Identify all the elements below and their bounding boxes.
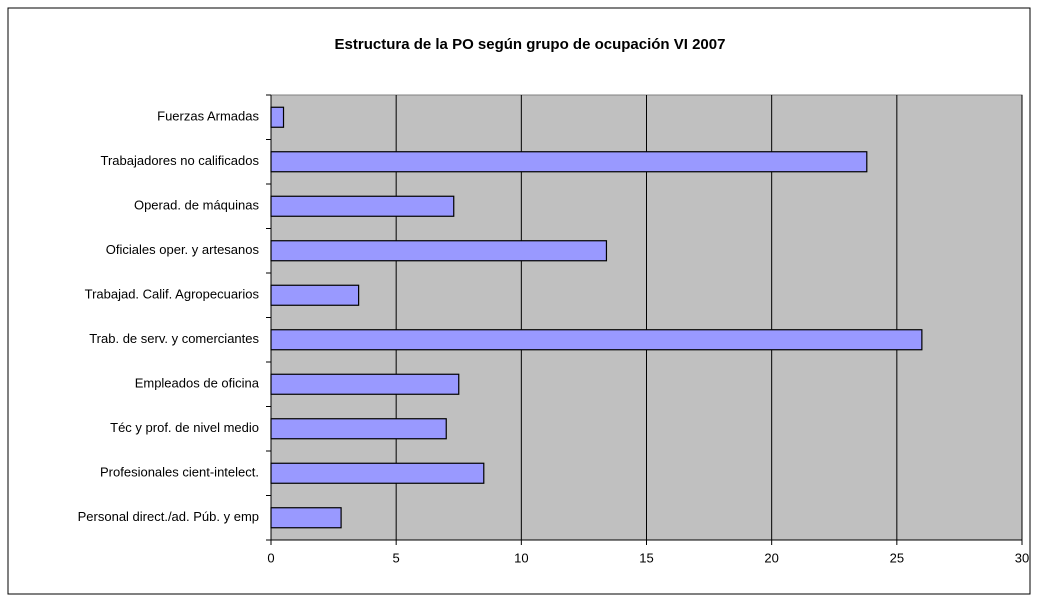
bar xyxy=(270,329,923,351)
bar xyxy=(270,106,285,128)
x-tick-label: 0 xyxy=(267,550,274,565)
y-tick-label: Trabajadores no calificados xyxy=(101,153,260,168)
bar xyxy=(270,418,447,440)
bar xyxy=(270,462,485,484)
y-tick-label: Operad. de máquinas xyxy=(134,198,260,213)
bar xyxy=(270,373,460,395)
y-tick-label: Téc y prof. de nivel medio xyxy=(110,420,259,435)
x-tick-label: 10 xyxy=(514,550,528,565)
y-tick-label: Trab. de serv. y comerciantes xyxy=(89,331,259,346)
x-tick-label: 30 xyxy=(1015,550,1029,565)
bar xyxy=(270,284,360,306)
x-tick-label: 15 xyxy=(639,550,653,565)
bar xyxy=(270,151,868,173)
bar xyxy=(270,507,342,529)
bar xyxy=(270,240,608,262)
x-tick-label: 5 xyxy=(393,550,400,565)
y-tick-label: Trabajad. Calif. Agropecuarios xyxy=(85,287,260,302)
y-tick-label: Oficiales oper. y artesanos xyxy=(106,242,260,257)
x-tick-label: 25 xyxy=(890,550,904,565)
y-tick-label: Fuerzas Armadas xyxy=(157,109,259,124)
chart-title: Estructura de la PO según grupo de ocupa… xyxy=(335,36,726,53)
y-tick-label: Personal direct./ad. Púb. y emp xyxy=(78,509,259,524)
x-tick-label: 20 xyxy=(764,550,778,565)
bar xyxy=(270,195,455,217)
y-tick-label: Profesionales cient-intelect. xyxy=(100,465,259,480)
y-tick-label: Empleados de oficina xyxy=(135,376,260,391)
